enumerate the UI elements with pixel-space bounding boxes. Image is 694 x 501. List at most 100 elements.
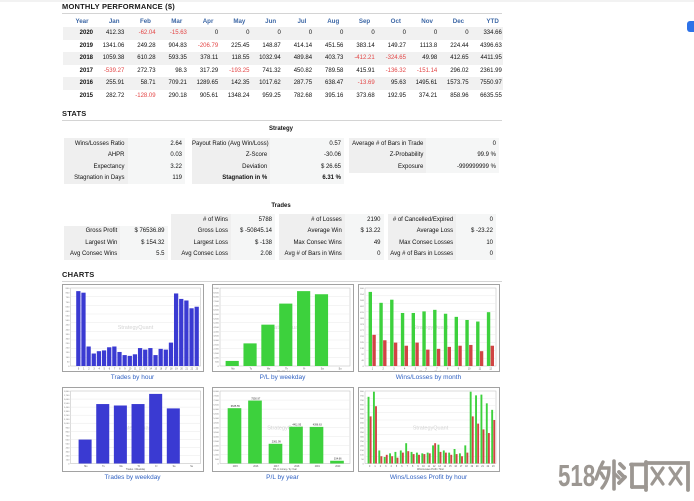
svg-text:700: 700 [66, 435, 70, 437]
svg-text:800: 800 [66, 293, 70, 295]
svg-text:17: 17 [460, 465, 463, 467]
svg-text:185: 185 [360, 342, 364, 344]
svg-text:100: 100 [66, 459, 70, 461]
svg-text:Sa: Sa [173, 465, 177, 467]
svg-text:20: 20 [476, 465, 479, 467]
svg-text:6: 6 [109, 368, 111, 370]
svg-text:334.66: 334.66 [334, 457, 342, 460]
svg-text:462: 462 [360, 306, 364, 308]
svg-text:4411.95: 4411.95 [292, 423, 301, 426]
svg-text:5: 5 [104, 368, 106, 370]
svg-text:750: 750 [66, 297, 70, 299]
svg-text:250: 250 [360, 440, 364, 442]
svg-text:1,000: 1,000 [64, 423, 70, 425]
svg-text:21: 21 [185, 368, 188, 370]
svg-text:100: 100 [360, 454, 364, 456]
svg-text:600: 600 [360, 409, 364, 411]
svg-text:0: 0 [78, 368, 80, 370]
svg-text:10: 10 [422, 465, 425, 467]
svg-text:1,600: 1,600 [64, 399, 70, 401]
svg-text:2016: 2016 [253, 465, 259, 467]
svg-text:277: 277 [360, 330, 364, 332]
svg-text:13: 13 [144, 368, 147, 370]
svg-text:200: 200 [66, 348, 70, 350]
svg-text:3,000: 3,000 [213, 436, 219, 438]
svg-text:1,100: 1,100 [64, 419, 70, 421]
svg-text:23: 23 [492, 465, 495, 467]
svg-text:1,000: 1,000 [213, 454, 219, 456]
svg-text:Th: Th [285, 368, 288, 370]
svg-text:5,500: 5,500 [213, 318, 219, 320]
svg-text:StrategyQuant: StrategyQuant [267, 425, 303, 431]
svg-text:750: 750 [360, 395, 364, 397]
svg-text:2,500: 2,500 [213, 440, 219, 442]
svg-text:16: 16 [454, 465, 457, 467]
svg-text:369: 369 [360, 318, 364, 320]
svg-text:12: 12 [139, 368, 142, 370]
svg-text:3: 3 [93, 368, 95, 370]
svg-text:13: 13 [438, 465, 441, 467]
svg-text:7: 7 [436, 368, 438, 370]
svg-text:400: 400 [360, 427, 364, 429]
svg-text:20: 20 [180, 368, 183, 370]
svg-text:6,000: 6,000 [213, 314, 219, 316]
svg-text:14: 14 [444, 465, 447, 467]
svg-text:300: 300 [360, 436, 364, 438]
svg-text:4,000: 4,000 [213, 331, 219, 333]
svg-text:450: 450 [360, 422, 364, 424]
svg-text:14: 14 [149, 368, 152, 370]
svg-text:0: 0 [218, 463, 220, 465]
svg-text:500: 500 [66, 443, 70, 445]
svg-text:10: 10 [129, 368, 132, 370]
svg-text:Su: Su [190, 465, 194, 467]
svg-text:18: 18 [170, 368, 173, 370]
svg-text:StrategyQuant: StrategyQuant [118, 325, 154, 331]
svg-text:5: 5 [396, 465, 398, 467]
svg-text:1: 1 [374, 465, 376, 467]
svg-text:518: 518 [558, 459, 595, 493]
svg-text:7: 7 [114, 368, 116, 370]
svg-text:2: 2 [382, 368, 384, 370]
svg-text:0: 0 [68, 366, 70, 368]
svg-text:8: 8 [447, 368, 449, 370]
svg-text:5,500: 5,500 [213, 413, 219, 415]
svg-text:StrategyQuant: StrategyQuant [413, 325, 449, 331]
svg-text:4396.63: 4396.63 [313, 423, 323, 426]
svg-text:2: 2 [380, 465, 382, 467]
svg-text:1,800: 1,800 [64, 391, 70, 393]
svg-text:8: 8 [412, 465, 414, 467]
svg-text:8,000: 8,000 [213, 297, 219, 299]
svg-text:0: 0 [363, 366, 365, 368]
svg-text:1,500: 1,500 [64, 403, 70, 405]
svg-text:7,000: 7,000 [213, 400, 219, 402]
svg-text:800: 800 [66, 431, 70, 433]
svg-text:400: 400 [66, 329, 70, 331]
svg-text:0: 0 [363, 463, 365, 465]
svg-text:508: 508 [360, 300, 364, 302]
svg-text:7,500: 7,500 [213, 301, 219, 303]
svg-text:150: 150 [66, 352, 70, 354]
svg-text:92: 92 [361, 354, 364, 356]
svg-text:4,500: 4,500 [213, 327, 219, 329]
svg-text:200: 200 [66, 455, 70, 457]
svg-text:5,000: 5,000 [213, 323, 219, 325]
svg-text:7,000: 7,000 [213, 305, 219, 307]
svg-text:0: 0 [218, 366, 220, 368]
svg-text:12: 12 [433, 465, 436, 467]
svg-text:Mo: Mo [231, 368, 235, 370]
svg-text:19: 19 [471, 465, 474, 467]
svg-text:350: 350 [360, 431, 364, 433]
svg-text:3: 3 [385, 465, 387, 467]
svg-text:2,000: 2,000 [213, 445, 219, 447]
svg-text:2017: 2017 [274, 465, 280, 467]
svg-text:8,000: 8,000 [213, 391, 219, 393]
svg-text:Sa: Sa [321, 368, 325, 370]
svg-text:6,000: 6,000 [213, 409, 219, 411]
svg-text:15: 15 [154, 368, 157, 370]
svg-text:11: 11 [428, 465, 431, 467]
svg-text:500: 500 [66, 320, 70, 322]
svg-text:2019: 2019 [315, 465, 321, 467]
svg-text:4: 4 [391, 465, 393, 467]
svg-text:554: 554 [360, 294, 364, 296]
svg-text:8: 8 [119, 368, 121, 370]
